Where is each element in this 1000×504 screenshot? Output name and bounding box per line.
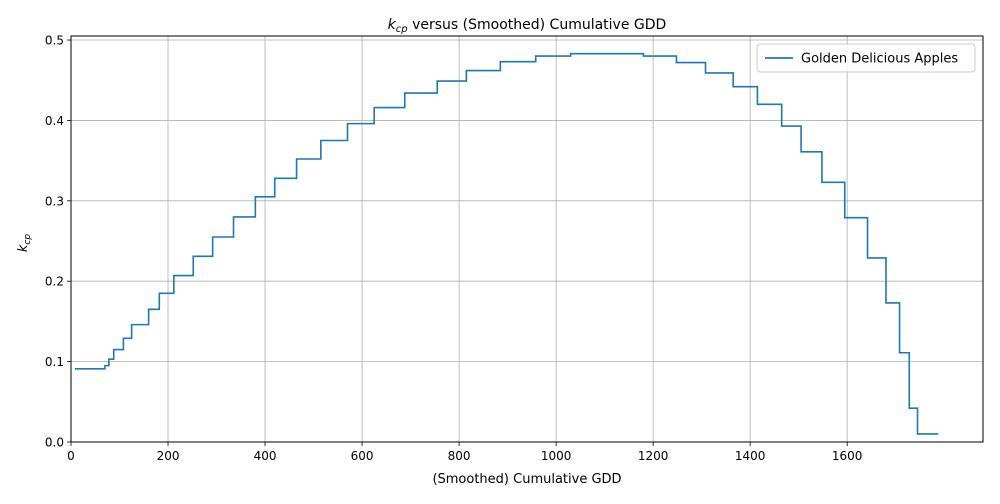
y-axis-label: kcp: [16, 234, 33, 252]
x-tick-label: 600: [351, 449, 374, 463]
plot-area: [74, 52, 939, 435]
series-line: [74, 52, 939, 435]
x-tick-label: 200: [157, 449, 180, 463]
x-tick-label: 0: [67, 449, 75, 463]
y-tick-label: 0.1: [45, 355, 64, 369]
y-tick-label: 0.2: [45, 275, 64, 289]
plot-frame: [70, 35, 984, 443]
legend-label: Golden Delicious Apples: [801, 52, 958, 67]
x-tick-label: 1200: [638, 449, 669, 463]
x-tick-label: 1400: [735, 449, 766, 463]
y-tick-label: 0.5: [45, 34, 64, 48]
y-tick-label: 0.0: [45, 436, 64, 450]
legend-box: [756, 43, 976, 73]
y-tick-label: 0.4: [45, 114, 64, 128]
legend: Golden Delicious Apples: [756, 43, 976, 73]
x-tick-label: 1000: [541, 449, 572, 463]
x-axis-label: (Smoothed) Cumulative GDD: [432, 472, 621, 487]
x-tick-label: 800: [448, 449, 471, 463]
axis-ticks: 0 200 400 600 800 1000 1200 1400 1600 0.0 0.1 0.2 0.…: [45, 34, 863, 463]
x-tick-label: 400: [254, 449, 277, 463]
y-tick-label: 0.3: [45, 194, 64, 208]
x-tick-label: 1600: [832, 449, 863, 463]
chart-title: kcp versus (Smoothed) Cumulative GDD: [388, 17, 667, 35]
